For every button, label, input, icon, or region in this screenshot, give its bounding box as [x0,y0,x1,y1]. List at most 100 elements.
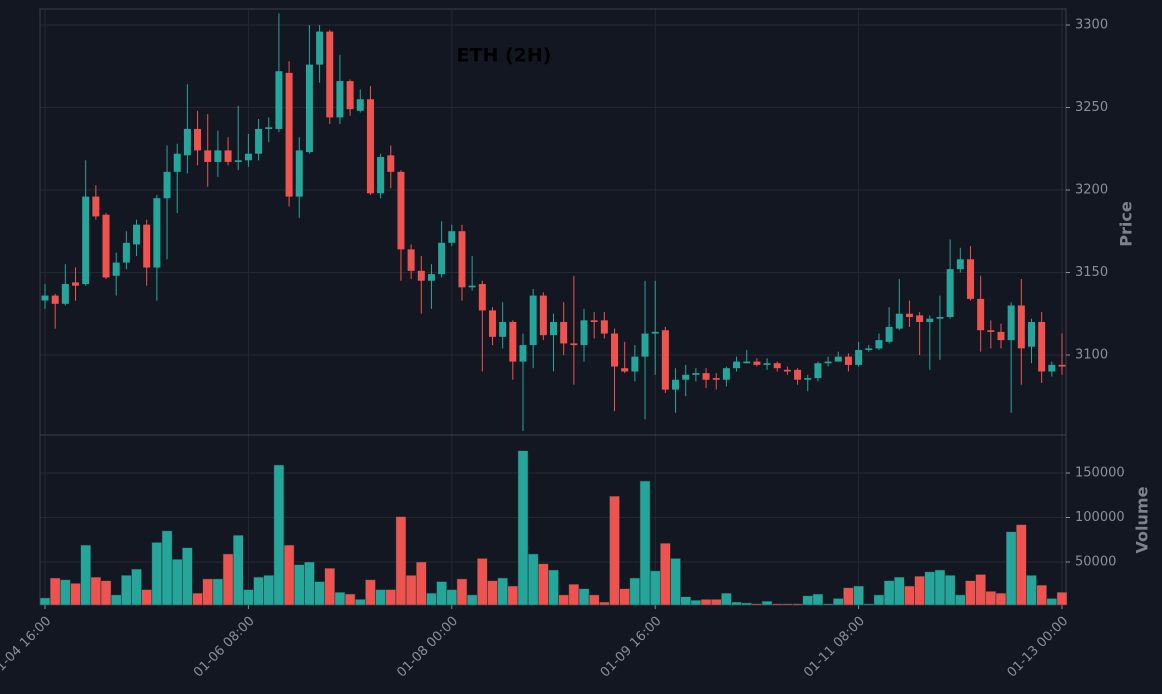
candle-body [895,313,903,329]
candle-body [234,160,242,162]
volume-bar [304,561,315,606]
volume-bar [141,589,152,606]
candle-body [143,224,151,268]
volume-bar [710,599,722,606]
candle-body [1027,321,1035,347]
candle-body [468,285,476,288]
candle-body [51,295,59,304]
candle-body [529,295,537,346]
candle-body [488,310,496,337]
candle-body [1007,305,1015,341]
candle-body [916,315,924,322]
candle-body [743,361,751,364]
volume-bar [1036,584,1047,606]
candle-body [773,363,781,369]
volume-bar [924,571,936,606]
volume-bar [599,601,610,606]
volume-bar [355,599,366,606]
volume-bar [802,595,813,606]
volume-bar [466,594,478,606]
candle-body [641,333,649,357]
candle-body [285,72,293,197]
volume-bar [151,542,163,606]
candle-body [427,274,435,281]
candle-body [499,321,507,337]
candle-body [550,321,557,336]
volume-bar [192,592,203,606]
candle-body [265,127,273,129]
candle-body [387,155,395,172]
y-tick-label: 100000 [1075,510,1125,525]
candle-body [733,361,741,369]
volume-bar [436,581,447,606]
volume-bar [1016,524,1027,606]
candle-body [824,361,832,364]
volume-bar [792,603,803,606]
volume-bar [365,579,376,606]
candle-body [570,343,578,346]
volume-bar [965,580,976,606]
volume-bar [741,602,752,606]
candle-body [72,282,80,286]
volume-bar [568,584,580,606]
candle-body [133,224,141,245]
candle-body [316,31,324,65]
volume-bar [883,580,895,606]
candle-body [611,333,619,367]
candle-body [539,295,547,336]
volume-bar [405,575,417,606]
candle-body [753,361,761,365]
candle-body [855,350,863,365]
volume-bar [822,603,834,606]
candle-body [580,320,588,346]
y-tick-label: 3150 [1075,265,1108,280]
volume-bar [243,589,254,606]
volume-bar [70,583,81,606]
candle-body [794,369,802,380]
volume-bar [751,603,763,606]
candle-body [41,295,49,301]
volume-bar [222,553,234,606]
candle-body [224,150,232,162]
volume-bar [100,580,112,606]
chart-title: ETH (2H) [457,45,552,67]
candle-body [763,363,771,365]
candle-body [631,356,639,372]
volume-bar [609,495,620,606]
candle-body [407,249,415,271]
candle-body [356,99,364,111]
y-tick-label: 3250 [1075,100,1108,115]
candle-body [366,99,374,194]
volume-bar [253,576,264,606]
candle-body [438,242,446,275]
volume-bar [212,578,224,606]
volume-bar [680,596,691,606]
volume-bar [629,577,641,606]
volume-bar [263,575,274,606]
volume-bar [782,603,793,606]
volume-bar [934,569,946,606]
candle-body [61,284,69,304]
candle-body [448,231,456,243]
candle-body [600,320,608,334]
candle-body [936,317,944,319]
volume-bar [619,588,630,606]
candle-body [183,128,191,156]
candle-body [377,156,385,194]
volume-bar [1056,592,1068,606]
candle-body [621,368,629,372]
volume-bar [731,601,742,606]
candle-body [997,331,1005,341]
volume-bar [344,593,356,606]
candle-body [194,128,202,151]
volume-bar [873,594,885,606]
volume-bar [385,589,397,606]
y-tick-label: 3100 [1075,347,1108,362]
volume-bar [1005,531,1017,606]
candle-body [814,363,822,379]
candle-body [651,331,659,334]
grid [40,9,1066,605]
volume-axis-label: Volume [1133,486,1152,553]
